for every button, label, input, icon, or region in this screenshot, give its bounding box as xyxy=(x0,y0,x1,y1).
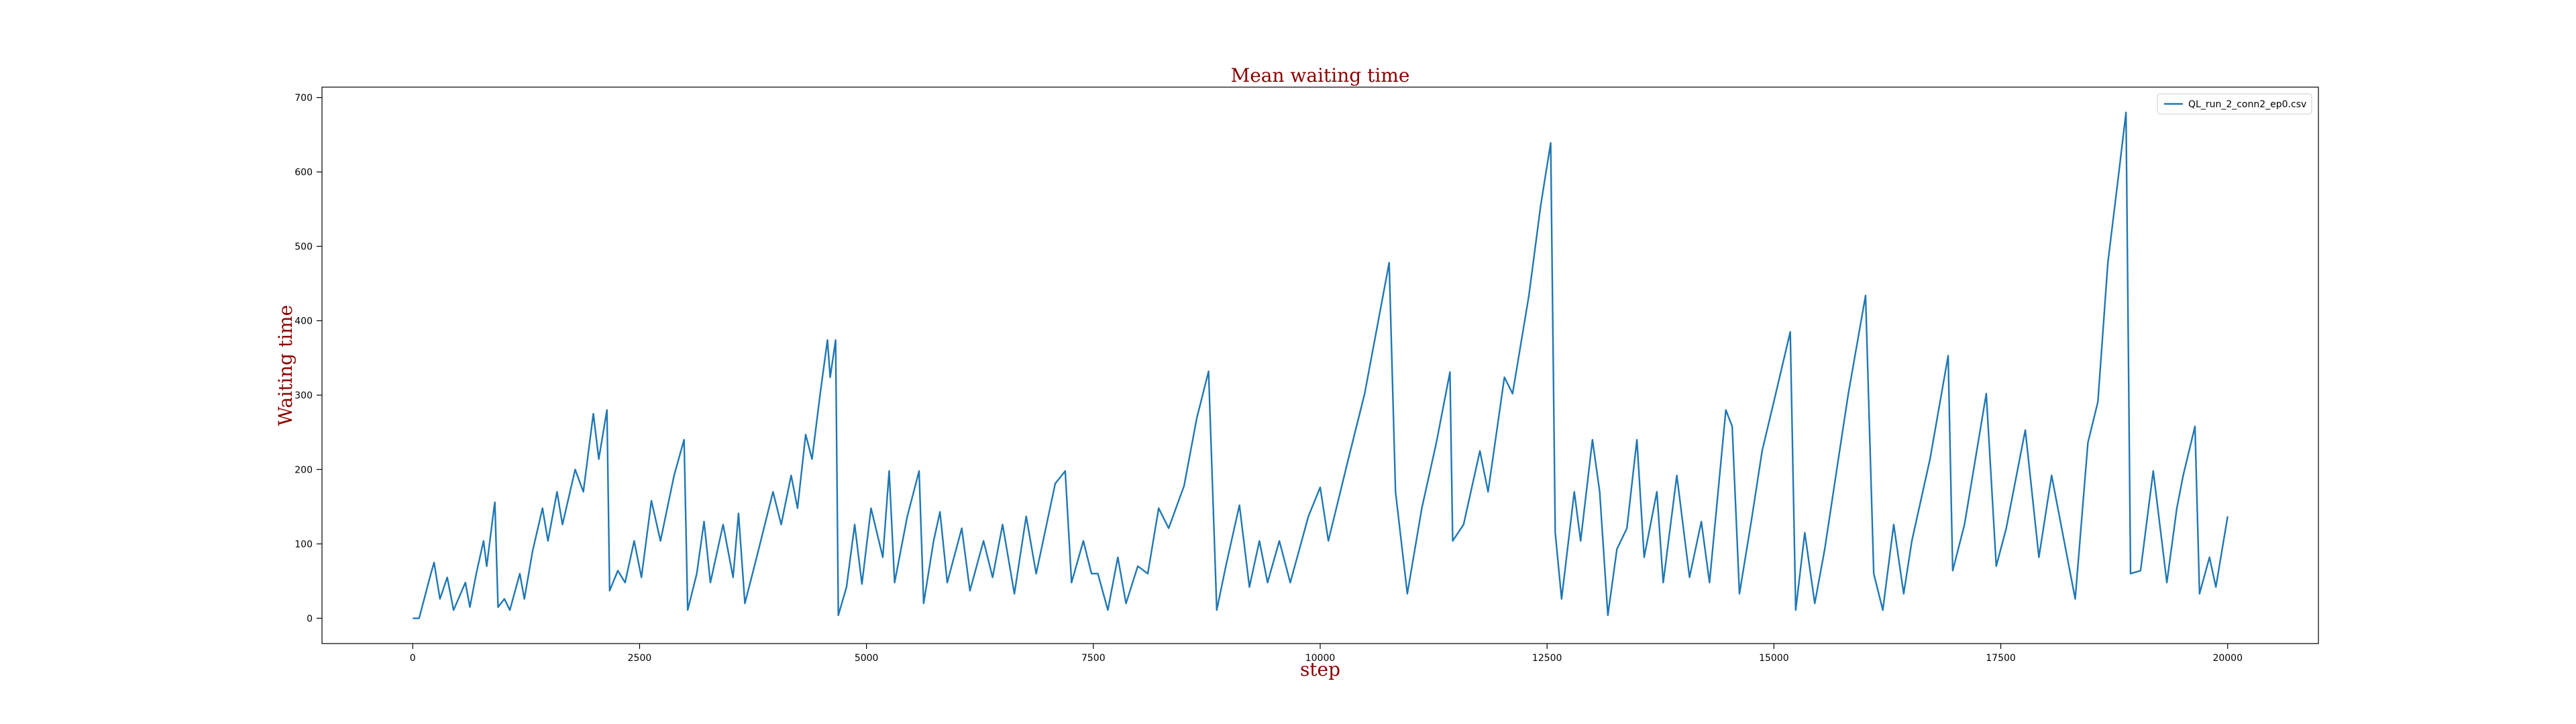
x-tick-label: 12500 xyxy=(1532,653,1562,664)
x-tick-label: 7500 xyxy=(1081,653,1106,664)
y-tick-label: 0 xyxy=(307,613,313,624)
y-tick-label: 400 xyxy=(294,316,313,326)
x-axis-label: step xyxy=(1300,658,1340,680)
chart-title: Mean waiting time xyxy=(1231,64,1410,86)
y-axis-label: Waiting time xyxy=(274,305,297,426)
x-tick-label: 20000 xyxy=(2212,653,2243,664)
legend-label: QL_run_2_conn2_ep0.csv xyxy=(2188,99,2306,110)
x-tick-label: 10000 xyxy=(1305,653,1336,664)
y-tick-label: 200 xyxy=(294,465,313,475)
x-tick-label: 0 xyxy=(410,653,416,664)
plot-area xyxy=(321,86,2319,644)
legend-box xyxy=(2157,93,2312,115)
y-tick-label: 500 xyxy=(294,241,313,252)
x-tick-label: 5000 xyxy=(855,653,879,664)
x-tick-label: 15000 xyxy=(1759,653,1789,664)
y-tick-label: 700 xyxy=(294,93,313,104)
y-tick-label: 600 xyxy=(294,167,313,178)
y-tick-label: 300 xyxy=(294,390,313,401)
x-tick-label: 2500 xyxy=(628,653,652,664)
y-tick-label: 100 xyxy=(294,539,313,550)
x-tick-label: 17500 xyxy=(1986,653,2016,664)
data-line xyxy=(413,111,2229,619)
